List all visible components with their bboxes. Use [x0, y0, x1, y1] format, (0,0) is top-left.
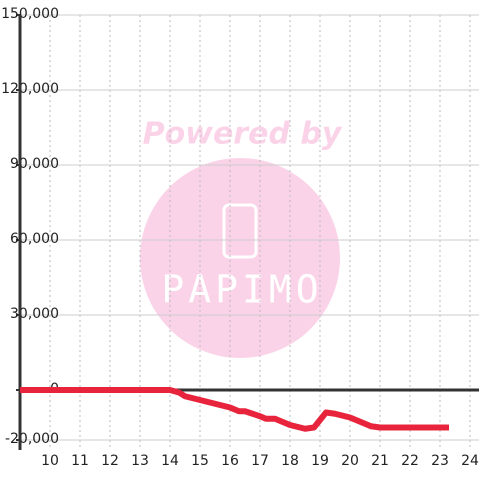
x-tick-label: 18 — [281, 453, 299, 469]
x-tick-label: 14 — [161, 453, 179, 469]
x-tick-label: 12 — [101, 453, 119, 469]
x-tick-label: 10 — [41, 453, 59, 469]
x-tick-label: 15 — [191, 453, 209, 469]
x-tick-label: 21 — [371, 453, 389, 469]
y-tick-label: 150,000 — [1, 6, 59, 22]
watermark-icon — [222, 203, 258, 259]
data-line — [20, 387, 449, 432]
x-tick-label: 11 — [71, 453, 89, 469]
x-tick-label: 13 — [131, 453, 149, 469]
x-tick-label: 20 — [341, 453, 359, 469]
x-tick-label: 22 — [401, 453, 419, 469]
y-tick-label: 120,000 — [1, 81, 59, 97]
x-tick-label: 17 — [251, 453, 269, 469]
y-tick-label: 60,000 — [10, 231, 59, 247]
y-tick-label: 30,000 — [10, 306, 59, 322]
watermark-text: Powered by — [143, 117, 343, 152]
x-tick-label: 16 — [221, 453, 239, 469]
x-tick-label: 19 — [311, 453, 329, 469]
x-tick-label: 24 — [461, 453, 479, 469]
watermark-logo: PAPIMO — [161, 268, 322, 312]
x-tick-label: 23 — [431, 453, 449, 469]
y-tick-label: 90,000 — [10, 156, 59, 172]
y-tick-label: -20,000 — [5, 431, 59, 447]
